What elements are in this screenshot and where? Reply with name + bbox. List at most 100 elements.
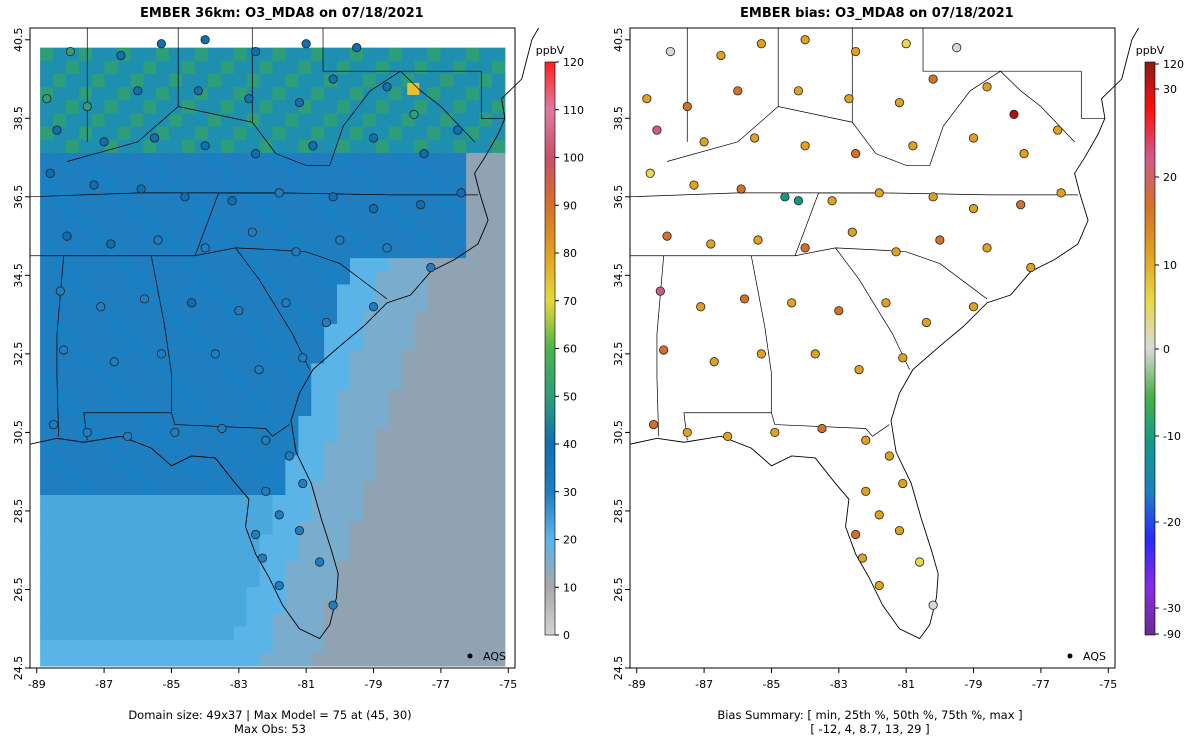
left-x-tick-label: -83 <box>230 678 248 691</box>
left-colorbar <box>544 61 556 636</box>
aqs-site-marker <box>301 39 311 49</box>
aqs-bias-marker <box>689 180 699 190</box>
aqs-bias-marker <box>699 137 709 147</box>
left-state-border-11 <box>322 28 482 72</box>
aqs-bias-marker <box>915 557 925 567</box>
aqs-bias-marker <box>659 345 669 355</box>
aqs-bias-marker <box>861 486 871 496</box>
aqs-site-marker <box>153 235 163 245</box>
aqs-bias-marker <box>857 553 867 563</box>
left-caption-line1: Domain size: 49x37 | Max Model = 75 at (… <box>128 708 412 722</box>
left-colorbar-tick-label: 60 <box>563 343 577 356</box>
right-colorbar-tick-label: 30 <box>1163 83 1177 96</box>
aqs-site-marker <box>227 196 237 206</box>
aqs-site-marker <box>48 419 59 430</box>
aqs-bias-marker <box>968 133 979 143</box>
aqs-site-marker <box>328 192 338 202</box>
left-aqs-legend-dot <box>467 653 473 659</box>
aqs-site-marker <box>55 286 65 296</box>
aqs-site-marker <box>234 306 244 316</box>
left-colorbar-tick-label: 0 <box>563 629 570 642</box>
aqs-bias-marker <box>723 431 733 441</box>
aqs-bias-marker <box>733 86 743 96</box>
right-state-border-5 <box>771 412 890 437</box>
right-aqs-legend-dot <box>1067 653 1073 659</box>
aqs-site-marker <box>274 580 284 591</box>
aqs-bias-marker <box>921 317 931 328</box>
aqs-site-marker <box>96 302 106 312</box>
aqs-site-marker <box>45 168 55 178</box>
aqs-bias-marker <box>736 184 746 194</box>
aqs-site-marker <box>156 39 166 49</box>
aqs-site-marker <box>328 74 338 84</box>
left-colorbar-tick-label: 120 <box>563 56 584 69</box>
aqs-bias-marker <box>800 141 810 151</box>
aqs-bias-marker <box>881 298 891 308</box>
aqs-site-marker <box>298 353 308 363</box>
right-x-tick-label: -83 <box>830 678 848 691</box>
right-colorbar-tick-label: 10 <box>1163 259 1177 272</box>
right-caption-line2: [ -12, 4, 8.7, 13, 29 ] <box>810 722 930 736</box>
right-y-tick-label: 38.5 <box>612 106 625 131</box>
aqs-site-marker <box>187 298 197 308</box>
left-x-tick-label: -77 <box>432 678 450 691</box>
aqs-bias-marker <box>847 227 857 237</box>
aqs-site-marker <box>254 364 264 375</box>
right-y-tick-label: 40.5 <box>612 28 625 53</box>
left-state-border-7 <box>194 192 219 256</box>
right-colorbar-tick-label: -10 <box>1163 430 1181 443</box>
aqs-bias-marker <box>894 525 905 536</box>
aqs-site-marker <box>298 478 308 489</box>
aqs-bias-marker <box>642 94 652 104</box>
aqs-bias-marker <box>1019 149 1029 159</box>
left-y-tick-label: 38.5 <box>12 106 25 131</box>
left-colorbar-tick-label: 80 <box>563 247 577 260</box>
right-x-tick-label: -75 <box>1099 678 1117 691</box>
left-colorbar-tick-label: 30 <box>563 486 577 499</box>
left-colorbar-tick-label: 20 <box>563 534 577 547</box>
right-state-border-2 <box>630 247 988 300</box>
aqs-bias-marker <box>800 35 810 45</box>
left-colorbar-tick-label: 90 <box>563 199 577 212</box>
aqs-site-marker <box>335 235 345 245</box>
aqs-site-marker <box>200 141 210 151</box>
left-max-cell <box>407 82 420 95</box>
aqs-bias-marker <box>648 419 659 430</box>
left-state-border-13 <box>480 71 505 119</box>
aqs-bias-marker <box>1009 109 1019 119</box>
aqs-site-marker <box>200 243 210 253</box>
aqs-site-marker <box>82 427 92 438</box>
aqs-site-marker <box>193 86 204 96</box>
right-colorbar-tick-label: 0 <box>1163 343 1170 356</box>
aqs-bias-marker <box>851 529 861 540</box>
right-bias-map: -89 -87 -85 -83 -81 -79 -77 -75 40.5 38.5 36.5 34.5… <box>612 27 1184 691</box>
right-state-border-7 <box>794 192 819 256</box>
right-panel-title: EMBER bias: O3_MDA8 on 07/18/2021 <box>740 6 1014 21</box>
aqs-bias-marker <box>662 231 672 241</box>
left-legend-label: AQS <box>483 650 506 663</box>
aqs-site-marker <box>294 525 305 536</box>
left-y-tick-label: 40.5 <box>12 28 25 53</box>
aqs-bias-marker <box>793 196 804 206</box>
aqs-bias-marker <box>874 580 884 591</box>
right-colorbar-tick-label: 120 <box>1163 58 1184 71</box>
aqs-site-marker <box>308 141 318 151</box>
aqs-bias-marker <box>935 235 945 245</box>
aqs-bias-marker <box>928 74 938 84</box>
aqs-site-marker <box>328 600 338 610</box>
aqs-bias-marker <box>891 247 901 257</box>
aqs-bias-marker <box>928 600 938 610</box>
left-y-tick-label: 32.5 <box>12 342 25 367</box>
left-y-tick-label: 36.5 <box>12 185 25 210</box>
right-y-tick-label: 30.5 <box>612 420 625 445</box>
aqs-bias-marker <box>706 239 716 249</box>
aqs-bias-marker <box>898 478 908 489</box>
aqs-bias-marker <box>928 192 938 202</box>
left-colorbar-tick-label: 100 <box>563 152 584 165</box>
aqs-bias-marker <box>1056 188 1066 198</box>
aqs-site-marker <box>251 46 261 57</box>
aqs-bias-marker <box>1053 125 1063 135</box>
aqs-site-marker <box>116 50 126 61</box>
left-caption-line2: Max Obs: 53 <box>234 722 306 736</box>
left-x-tick-label: -79 <box>365 678 383 691</box>
